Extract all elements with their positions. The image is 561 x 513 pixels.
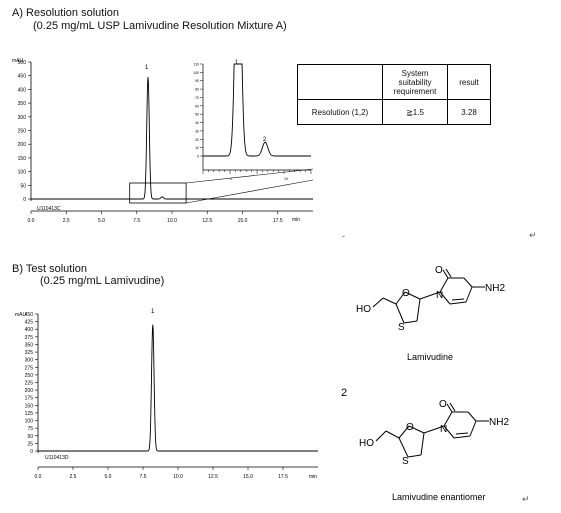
section-b-subtitle: (0.25 mg/mL Lamivudine) bbox=[40, 275, 165, 287]
inset-y-tick-label: 30 bbox=[195, 129, 199, 133]
x-tick-label: 10.0 bbox=[167, 218, 177, 224]
dash-mark: - bbox=[342, 231, 345, 241]
x-tick-label: 17.5 bbox=[273, 218, 283, 224]
inset-y-tick-label: 40 bbox=[195, 121, 199, 125]
inset-peak2-label: 2 bbox=[263, 137, 267, 143]
zoom-connector bbox=[186, 168, 314, 184]
inset-y-tick-label: 110 bbox=[193, 63, 199, 67]
y-tick-label: 400 bbox=[18, 87, 27, 93]
inset-peak1-label: 1 bbox=[235, 60, 239, 66]
inset-x-tick-label: 10 bbox=[284, 177, 288, 181]
y-tick-label: 350 bbox=[18, 101, 27, 107]
table-header-result: result bbox=[447, 64, 491, 100]
return-mark-1: ↵ bbox=[529, 230, 537, 240]
x-tick-label: 2.5 bbox=[63, 218, 70, 224]
inset-trace bbox=[203, 63, 311, 157]
y-tick-label: 50 bbox=[20, 183, 26, 189]
y-tick-label: 150 bbox=[18, 156, 27, 162]
x-tick-label: 7.5 bbox=[133, 218, 140, 224]
table-header-requirement: System suitability requirement bbox=[382, 64, 448, 100]
y-tick-label: 300 bbox=[18, 115, 27, 121]
inset-y-tick-label: 90 bbox=[195, 79, 199, 83]
x-tick-label: 5.0 bbox=[98, 218, 105, 224]
zoom-connector bbox=[186, 179, 314, 204]
section-b-title: B) Test solution bbox=[12, 263, 88, 275]
y-tick-label: 250 bbox=[18, 129, 27, 135]
chart-a-ylabel: mAU bbox=[12, 58, 24, 64]
table-cell-label: Resolution (1,2) bbox=[297, 99, 383, 125]
x-tick-label: 0.0 bbox=[28, 218, 35, 224]
chart-a-peak1-label: 1 bbox=[145, 65, 149, 71]
y-tick-label: 500 bbox=[18, 60, 27, 66]
return-mark-2: ↵ bbox=[522, 494, 530, 504]
inset-y-tick-label: 60 bbox=[195, 104, 199, 108]
table-header-blank bbox=[297, 64, 383, 100]
chart-a-xlabel: min bbox=[292, 217, 300, 223]
x-tick-label: 15.0 bbox=[238, 218, 248, 224]
y-tick-label: 450 bbox=[18, 74, 27, 80]
suitability-table: System suitability requirement result Re… bbox=[297, 64, 491, 125]
inset-y-tick-label: 20 bbox=[195, 138, 199, 142]
inset-y-tick-label: 50 bbox=[195, 113, 199, 117]
chart-a-sample-id: U110413C bbox=[37, 206, 61, 212]
chromatogram-trace bbox=[31, 77, 313, 200]
section-a-subtitle: (0.25 mg/mL USP Lamivudine Resolution Mi… bbox=[33, 20, 287, 32]
inset-x-tick-label: 1 bbox=[230, 177, 232, 181]
section-a-title: A) Resolution solution bbox=[12, 7, 120, 19]
table-header-row: System suitability requirement result bbox=[297, 64, 491, 100]
x-tick-label: 12.5 bbox=[202, 218, 212, 224]
inset-y-tick-label: 10 bbox=[195, 146, 199, 150]
inset-y-tick-label: 70 bbox=[195, 96, 199, 100]
inset-y-tick-label: 80 bbox=[195, 88, 199, 92]
table-cell-requirement: ≧1.5 bbox=[382, 99, 448, 125]
y-tick-label: 0 bbox=[23, 197, 26, 203]
table-row: Resolution (1,2) ≧1.5 3.28 bbox=[297, 99, 491, 125]
inset-y-tick-label: 100 bbox=[193, 71, 199, 75]
inset-y-tick-label: 0 bbox=[197, 155, 199, 159]
table-cell-result: 3.28 bbox=[447, 99, 491, 125]
zoom-region-box bbox=[129, 182, 187, 204]
y-tick-label: 200 bbox=[18, 142, 27, 148]
y-tick-label: 100 bbox=[18, 170, 27, 176]
